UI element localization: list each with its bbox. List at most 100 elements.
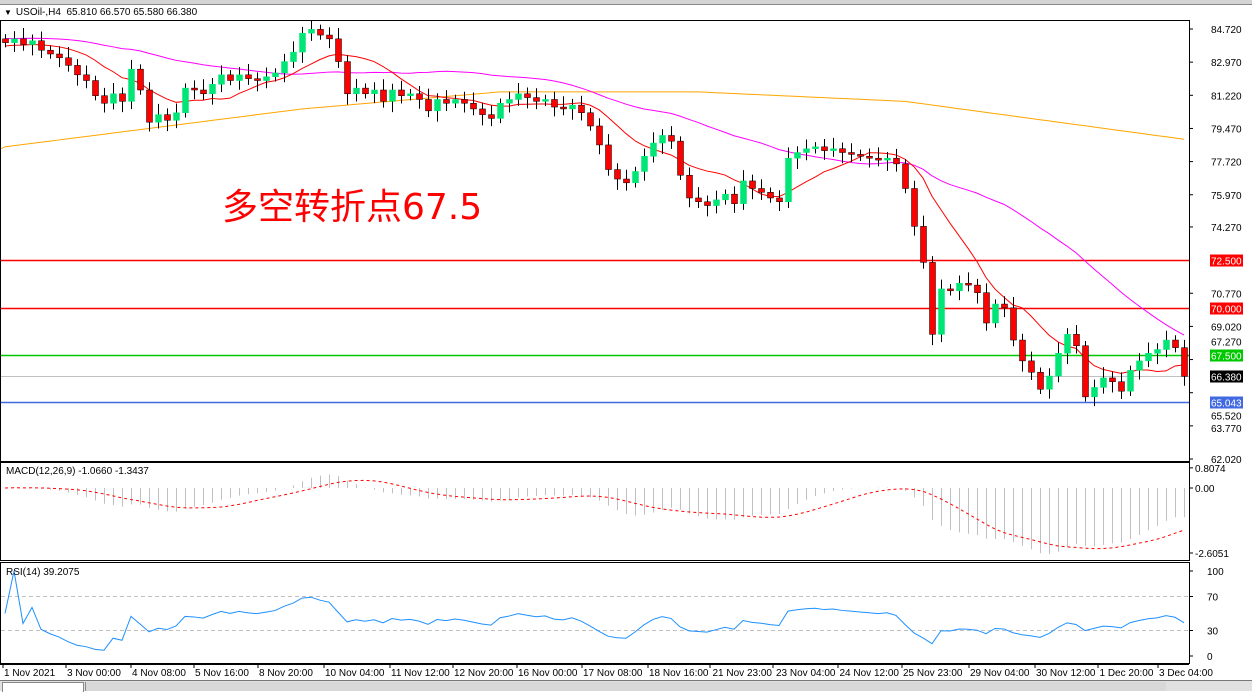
candle: [227, 70, 234, 86]
candle-body: [938, 288, 945, 335]
candle: [155, 103, 162, 129]
candle: [344, 55, 351, 105]
candle-body: [110, 93, 117, 104]
level-badge: [1210, 254, 1243, 267]
candle: [119, 87, 126, 113]
candle-body: [1028, 360, 1035, 373]
candle-body: [1109, 377, 1116, 382]
candle-body: [191, 87, 198, 91]
candle-body: [668, 135, 675, 142]
candle: [128, 59, 135, 110]
candle: [929, 256, 936, 346]
main-panel-border: [0, 20, 1190, 462]
candle: [569, 98, 576, 120]
candle: [713, 190, 720, 214]
candle-body: [263, 76, 270, 81]
candle: [290, 41, 297, 68]
candle: [47, 45, 54, 59]
candle-body: [650, 142, 657, 157]
level-badge: [1210, 302, 1243, 315]
candle-body: [803, 148, 810, 153]
candle: [920, 215, 927, 269]
price-tick-label: 75.970: [1211, 191, 1242, 202]
candle: [20, 28, 27, 51]
candle: [407, 89, 414, 101]
candle: [1028, 351, 1035, 381]
candle-body: [1082, 345, 1089, 398]
candle-body: [362, 87, 369, 95]
price-tick-label: 65.520: [1211, 412, 1242, 423]
candle-body: [20, 38, 27, 45]
time-tick-label: 23 Nov 04:00: [776, 668, 836, 679]
candle-body: [344, 61, 351, 95]
candle-body: [848, 152, 855, 155]
time-tick-label: 3 Nov 00:00: [67, 668, 121, 679]
triangle-down-icon[interactable]: ▼: [4, 8, 12, 17]
candle: [821, 139, 828, 160]
chart-tab-active[interactable]: [2, 682, 84, 692]
candle-body: [209, 84, 216, 95]
price-tick-label: 62.020: [1211, 455, 1242, 466]
candle: [1082, 340, 1089, 402]
candle: [524, 87, 531, 109]
candle: [470, 92, 477, 116]
candle-body: [1055, 353, 1062, 377]
candle: [515, 82, 522, 106]
candle: [893, 148, 900, 172]
candle: [659, 129, 666, 154]
candle-body: [875, 157, 882, 161]
candle: [956, 275, 963, 301]
candle-body: [641, 156, 648, 172]
candle-body: [893, 157, 900, 165]
candle: [1001, 296, 1008, 318]
candle-body: [749, 180, 756, 189]
candle: [785, 147, 792, 209]
candle-body: [137, 68, 144, 91]
candle-body: [470, 103, 477, 110]
candle-body: [866, 156, 873, 159]
candle-body: [47, 49, 54, 55]
candle-body: [380, 89, 387, 102]
candle: [182, 83, 189, 118]
candle-body: [992, 303, 999, 324]
candle: [200, 79, 207, 101]
candle: [992, 299, 999, 328]
candle: [191, 80, 198, 100]
candle: [218, 65, 225, 93]
candle-body: [1145, 353, 1152, 362]
ma-mid-line: [4, 37, 1185, 336]
candle: [326, 27, 333, 49]
candle: [2, 34, 9, 48]
candle-body: [227, 74, 234, 81]
candle-body: [1163, 339, 1170, 350]
annotation-text: 多空转折点67.5: [222, 187, 483, 228]
candle: [362, 83, 369, 99]
time-tick-label: 1 Dec 20:00: [1100, 668, 1154, 679]
candle-body: [164, 114, 171, 121]
candle: [767, 187, 774, 203]
rsi-tick-label: 70: [1207, 593, 1219, 604]
macd-signal-line: [4, 479, 1185, 550]
candle: [614, 163, 621, 190]
candle-body: [947, 288, 954, 292]
candle: [245, 64, 252, 85]
chart-tab-others[interactable]: [85, 682, 1166, 691]
price-tick-label: 82.970: [1211, 58, 1242, 69]
candle-body: [1172, 339, 1179, 348]
time-tick-label: 1 Nov 2021: [4, 668, 56, 679]
level-label: 67.500: [1211, 352, 1242, 363]
candle-body: [245, 74, 252, 79]
candle: [848, 143, 855, 163]
time-tick-label: 5 Nov 16:00: [195, 668, 249, 679]
candle: [92, 75, 99, 101]
candle-body: [425, 99, 432, 112]
time-tick-label: 12 Nov 20:00: [454, 668, 514, 679]
candle-body: [1181, 347, 1188, 377]
candle: [812, 142, 819, 154]
candle-body: [758, 188, 765, 193]
time-tick-label: 29 Nov 04:00: [970, 668, 1030, 679]
candle: [1154, 343, 1161, 365]
candle-body: [1154, 349, 1161, 354]
